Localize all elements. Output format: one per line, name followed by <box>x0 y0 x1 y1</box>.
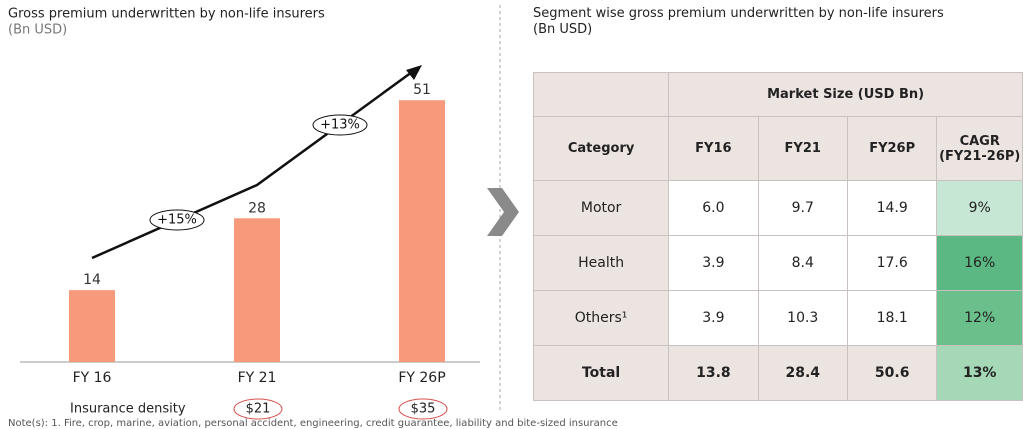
table-row: Category FY16 FY21 FY26P CAGR (FY21-26P) <box>532 116 1023 181</box>
data-cell: 28.4 <box>757 345 848 401</box>
growth-label: +13% <box>320 118 360 133</box>
data-cell: 18.1 <box>846 290 938 346</box>
corner-cell <box>532 72 670 117</box>
table-title: Segment wise gross premium underwritten … <box>533 6 944 21</box>
data-cell: 10.3 <box>757 290 848 346</box>
data-cell: 17.6 <box>846 235 938 291</box>
table-row: Market Size (USD Bn) <box>532 72 1023 117</box>
data-cell: 16% <box>936 235 1023 291</box>
value-label: 28 <box>248 200 266 216</box>
bar <box>234 218 280 362</box>
table-row: Motor 6.0 9.7 14.9 9% <box>532 180 1023 236</box>
chevron <box>487 188 519 236</box>
arrow-head <box>406 65 422 80</box>
density-ring <box>398 398 448 420</box>
note: Note(s): 1. Fire, crop, marine, aviation… <box>8 418 618 429</box>
data-cell: 3.9 <box>668 235 759 291</box>
data-cell: 13.8 <box>668 345 759 401</box>
x-tick-label: FY 16 <box>73 370 112 386</box>
growth-bubble <box>312 114 368 136</box>
density-label: Insurance density <box>70 402 186 417</box>
data-cell: 3.9 <box>668 290 759 346</box>
x-tick-label: FY 26P <box>398 370 445 386</box>
column-header: CAGR (FY21-26P) <box>936 116 1023 181</box>
row-label: Health <box>532 235 670 291</box>
data-cell: 9% <box>936 180 1023 236</box>
column-header: FY21 <box>757 116 848 181</box>
data-cell: 14.9 <box>846 180 938 236</box>
row-label: Motor <box>532 180 670 236</box>
value-label: 51 <box>413 82 431 98</box>
column-header: FY16 <box>668 116 759 181</box>
table-subtitle: (Bn USD) <box>533 22 593 37</box>
table: Market Size (USD Bn) Category FY16 FY21 FY26… <box>532 72 1023 401</box>
data-cell: 8.4 <box>757 235 848 291</box>
data-cell: 9.7 <box>757 180 848 236</box>
data-cell: 6.0 <box>668 180 759 236</box>
table-row: Others¹ 3.9 10.3 18.1 12% <box>532 290 1023 346</box>
chart-title: Gross premium underwritten by non-life i… <box>8 7 325 22</box>
x-tick-label: FY 21 <box>238 370 277 386</box>
trend-arrow <box>91 70 413 260</box>
row-label: Others¹ <box>532 290 670 346</box>
data-cell: 13% <box>936 345 1023 401</box>
group-header: Market Size (USD Bn) <box>668 72 1023 117</box>
table-row: Health 3.9 8.4 17.6 16% <box>532 235 1023 291</box>
data-cell: 12% <box>936 290 1023 346</box>
growth-bubble <box>149 209 205 231</box>
bar <box>69 290 115 362</box>
table-row: Total 13.8 28.4 50.6 13% <box>532 345 1023 401</box>
growth-label: +15% <box>157 213 197 228</box>
value-label: 14 <box>83 272 101 288</box>
density-value: $35 <box>411 402 436 417</box>
chart-subtitle: (Bn USD) <box>8 23 67 38</box>
bar <box>399 100 445 362</box>
density-value: $21 <box>246 402 271 417</box>
data-cell: 50.6 <box>846 345 938 401</box>
column-header: Category <box>532 116 670 181</box>
density-ring <box>233 398 283 420</box>
column-header: FY26P <box>846 116 938 181</box>
row-label: Total <box>532 345 670 401</box>
